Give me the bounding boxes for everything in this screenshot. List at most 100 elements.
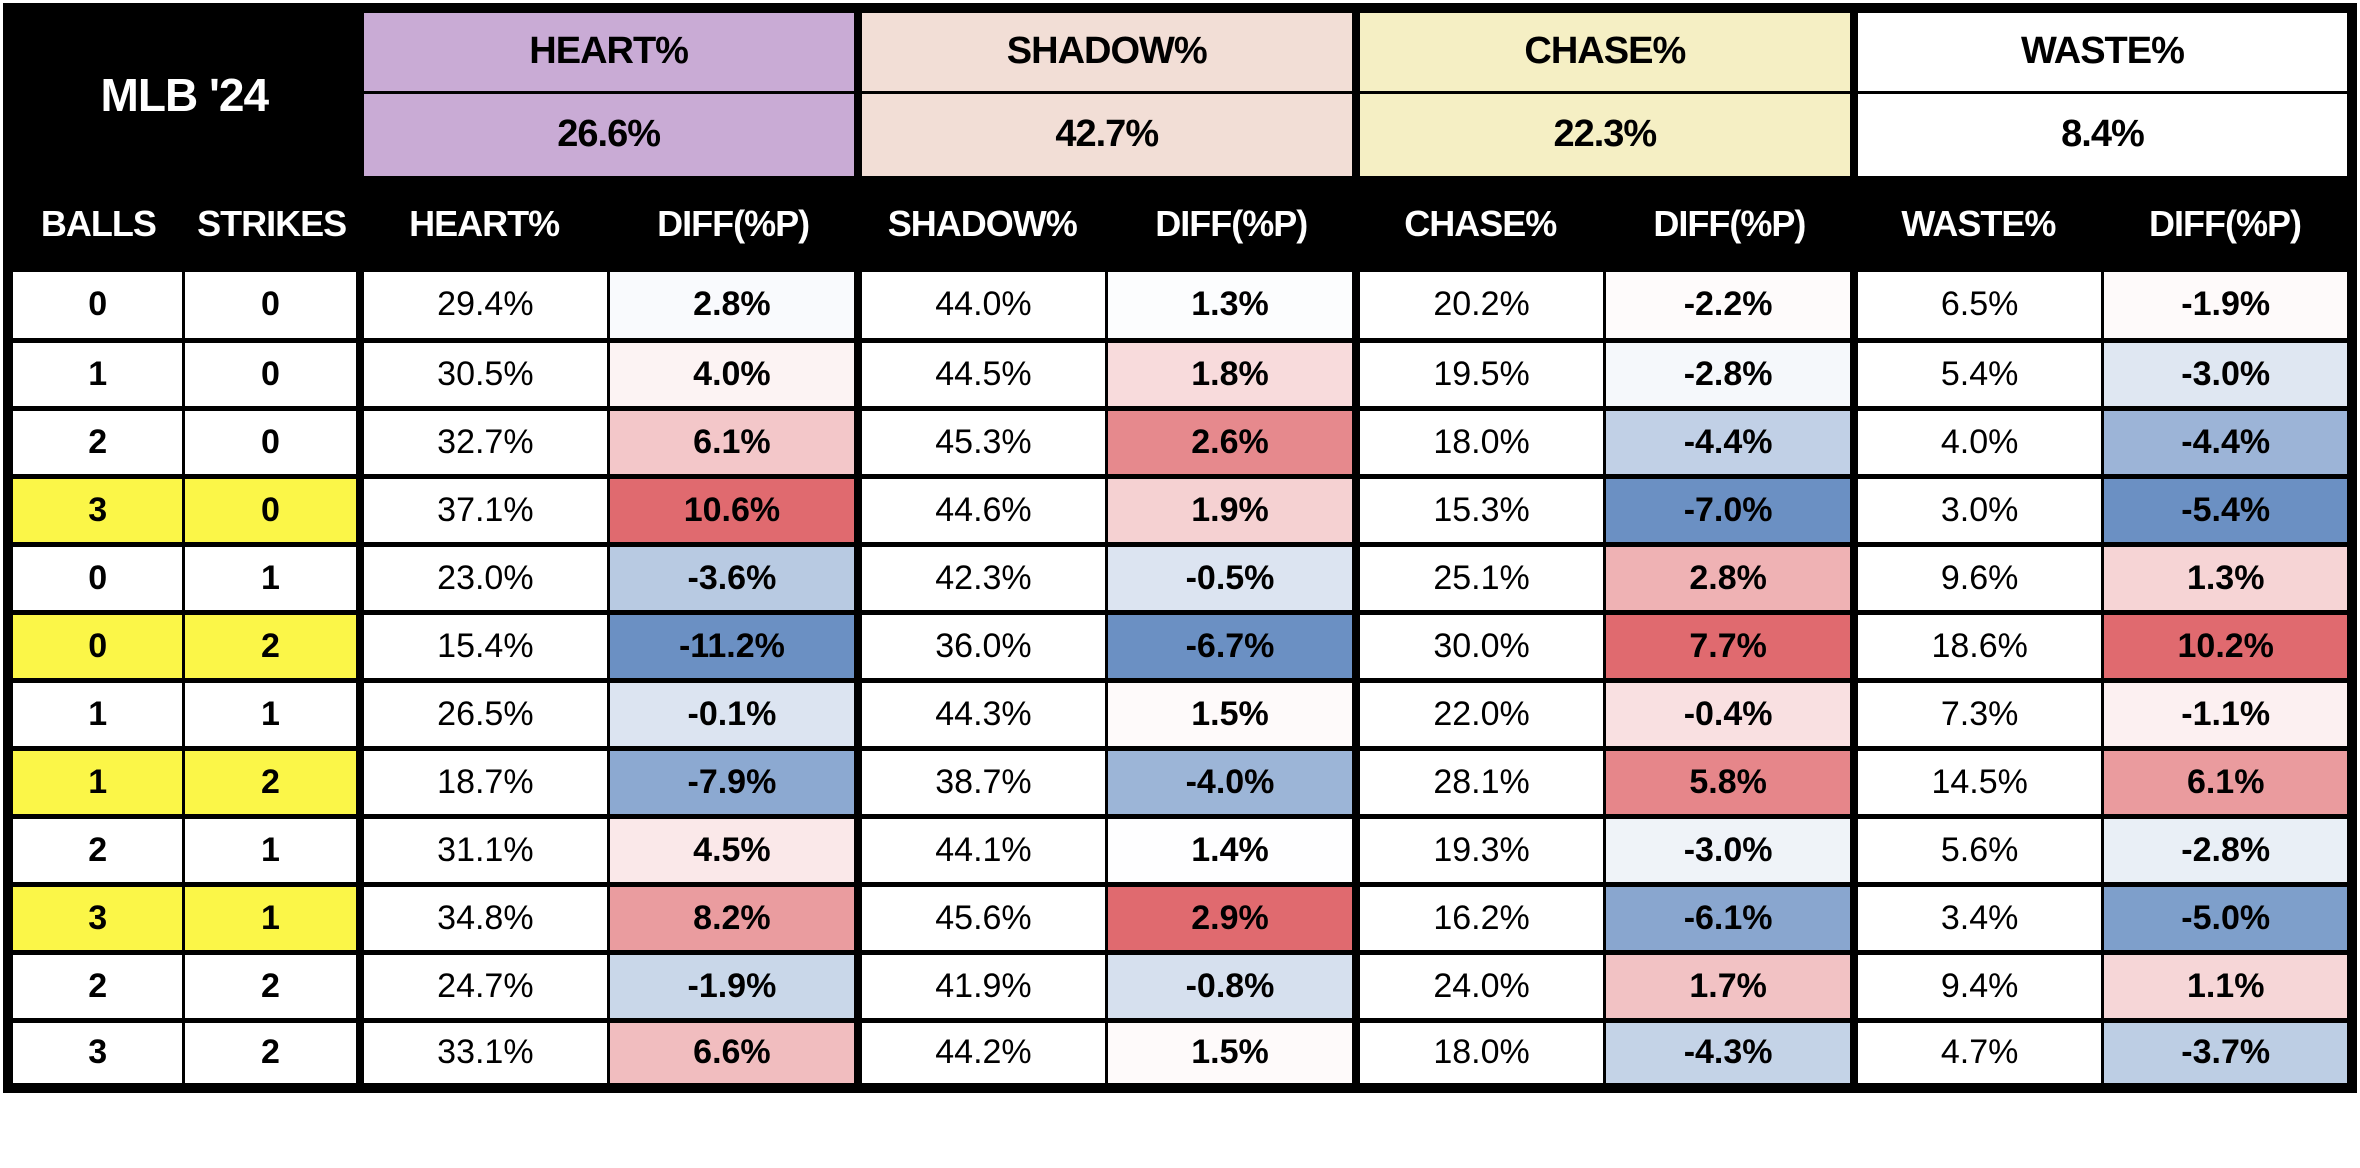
column-header: BALLS (8, 176, 184, 272)
column-header: SHADOW% (857, 176, 1107, 272)
table-row: 3 2 33.1% 6.6% 44.2% 1.5% 18.0% -4.3% 4.7% -3.7% (8, 1020, 2352, 1091)
balls-cell: 3 (8, 476, 184, 547)
diff-cell: 1.3% (1105, 272, 1356, 343)
table-row: 0 0 29.4% 2.8% 44.0% 1.3% 20.2% -2.2% 6.5% -1.9% (8, 272, 2352, 343)
strikes-cell: 2 (182, 1020, 360, 1091)
group-header: SHADOW% (853, 8, 1356, 94)
strikes-cell: 1 (182, 816, 360, 887)
stat-cell: 16.2% (1351, 884, 1605, 955)
diff-cell: 1.1% (2101, 952, 2352, 1023)
stat-cell: 4.0% (1849, 408, 2103, 479)
diff-cell: 1.5% (1105, 1020, 1356, 1091)
stat-cell: 32.7% (355, 408, 609, 479)
stat-cell: 5.4% (1849, 340, 2103, 411)
stat-cell: 3.4% (1849, 884, 2103, 955)
stat-cell: 20.2% (1351, 272, 1605, 343)
stat-cell: 45.3% (853, 408, 1107, 479)
group-header: HEART% (355, 8, 858, 94)
strikes-cell: 1 (182, 544, 360, 615)
table-row: 0 2 15.4% -11.2% 36.0% -6.7% 30.0% 7.7% 18.6% 10.… (8, 612, 2352, 683)
stat-cell: 25.1% (1351, 544, 1605, 615)
balls-cell: 1 (8, 340, 184, 411)
diff-cell: -0.4% (1603, 680, 1854, 751)
diff-cell: 8.2% (607, 884, 858, 955)
stat-cell: 23.0% (355, 544, 609, 615)
stat-cell: 42.3% (853, 544, 1107, 615)
diff-cell: 1.4% (1105, 816, 1356, 887)
group-overall-value: 42.7% (853, 92, 1356, 176)
group-header-row: MLB '24 HEART% SHADOW% CHASE% WASTE% (8, 8, 2352, 176)
diff-cell: -11.2% (607, 612, 858, 683)
table-row: 3 1 34.8% 8.2% 45.6% 2.9% 16.2% -6.1% 3.4% -5.0% (8, 884, 2352, 955)
balls-cell: 0 (8, 612, 184, 683)
stat-cell: 15.3% (1351, 476, 1605, 547)
column-header: DIFF(%P) (1106, 176, 1356, 272)
diff-cell: 1.3% (2101, 544, 2352, 615)
diff-cell: 6.6% (607, 1020, 858, 1091)
group-header: CHASE% (1351, 8, 1854, 94)
stat-cell: 3.0% (1849, 476, 2103, 547)
diff-cell: 4.0% (607, 340, 858, 411)
balls-cell: 2 (8, 816, 184, 887)
diff-cell: -5.0% (2101, 884, 2352, 955)
balls-cell: 2 (8, 408, 184, 479)
diff-cell: 10.6% (607, 476, 858, 547)
balls-cell: 0 (8, 272, 184, 343)
strikes-cell: 2 (182, 748, 360, 819)
group-overall-value: 8.4% (1849, 92, 2352, 176)
strikes-cell: 0 (182, 340, 360, 411)
balls-cell: 3 (8, 884, 184, 955)
strikes-cell: 1 (182, 884, 360, 955)
stat-cell: 33.1% (355, 1020, 609, 1091)
column-header: DIFF(%P) (1604, 176, 1854, 272)
diff-cell: 2.8% (607, 272, 858, 343)
column-header: DIFF(%P) (608, 176, 858, 272)
diff-cell: -7.0% (1603, 476, 1854, 547)
diff-cell: -4.4% (1603, 408, 1854, 479)
page: MLB '24 HEART% SHADOW% CHASE% WASTE% 2 6.6% 4… (3, 3, 2357, 1093)
stat-cell: 31.1% (355, 816, 609, 887)
column-header: WASTE% (1853, 176, 2103, 272)
table-row: 0 1 23.0% -3.6% 42.3% -0.5% 25.1% 2.8% 9.6% 1.3% (8, 544, 2352, 615)
table-row: 2 2 24.7% -1.9% 41.9% -0.8% 24.0% 1.7% 9.4% 1.1% (8, 952, 2352, 1023)
strikes-cell: 2 (182, 612, 360, 683)
diff-cell: 10.2% (2101, 612, 2352, 683)
balls-cell: 0 (8, 544, 184, 615)
diff-cell: 7.7% (1603, 612, 1854, 683)
stat-cell: 9.4% (1849, 952, 2103, 1023)
diff-cell: 4.5% (607, 816, 858, 887)
column-header: HEART% (359, 176, 609, 272)
stat-cell: 26.5% (355, 680, 609, 751)
stat-cell: 30.5% (355, 340, 609, 411)
diff-cell: -6.1% (1603, 884, 1854, 955)
stat-cell: 36.0% (853, 612, 1107, 683)
stat-cell: 24.0% (1351, 952, 1605, 1023)
table-row: 1 2 18.7% -7.9% 38.7% -4.0% 28.1% 5.8% 14.5% 6.1% (8, 748, 2352, 819)
diff-cell: -0.8% (1105, 952, 1356, 1023)
stat-cell: 44.0% (853, 272, 1107, 343)
diff-cell: -4.4% (2101, 408, 2352, 479)
table-row: 3 0 37.1% 10.6% 44.6% 1.9% 15.3% -7.0% 3.0% -5.4% (8, 476, 2352, 547)
diff-cell: -3.7% (2101, 1020, 2352, 1091)
stat-cell: 29.4% (355, 272, 609, 343)
stat-cell: 9.6% (1849, 544, 2103, 615)
group-overall-value: 22.3% (1351, 92, 1854, 176)
diff-cell: -4.0% (1105, 748, 1356, 819)
diff-cell: -3.0% (1603, 816, 1854, 887)
diff-cell: -3.6% (607, 544, 858, 615)
balls-cell: 3 (8, 1020, 184, 1091)
diff-cell: -2.8% (2101, 816, 2352, 887)
stat-cell: 14.5% (1849, 748, 2103, 819)
column-header: STRIKES (183, 176, 360, 272)
diff-cell: 2.8% (1603, 544, 1854, 615)
diff-cell: -0.5% (1105, 544, 1356, 615)
column-header: DIFF(%P) (2102, 176, 2352, 272)
balls-cell: 2 (8, 952, 184, 1023)
diff-cell: 1.7% (1603, 952, 1854, 1023)
group-header: WASTE% (1849, 8, 2352, 94)
stat-cell: 44.3% (853, 680, 1107, 751)
count-location-table: MLB '24 HEART% SHADOW% CHASE% WASTE% 2 6.6% 4… (3, 3, 2357, 1093)
column-header: CHASE% (1355, 176, 1605, 272)
strikes-cell: 0 (182, 408, 360, 479)
stat-cell: 18.0% (1351, 408, 1605, 479)
